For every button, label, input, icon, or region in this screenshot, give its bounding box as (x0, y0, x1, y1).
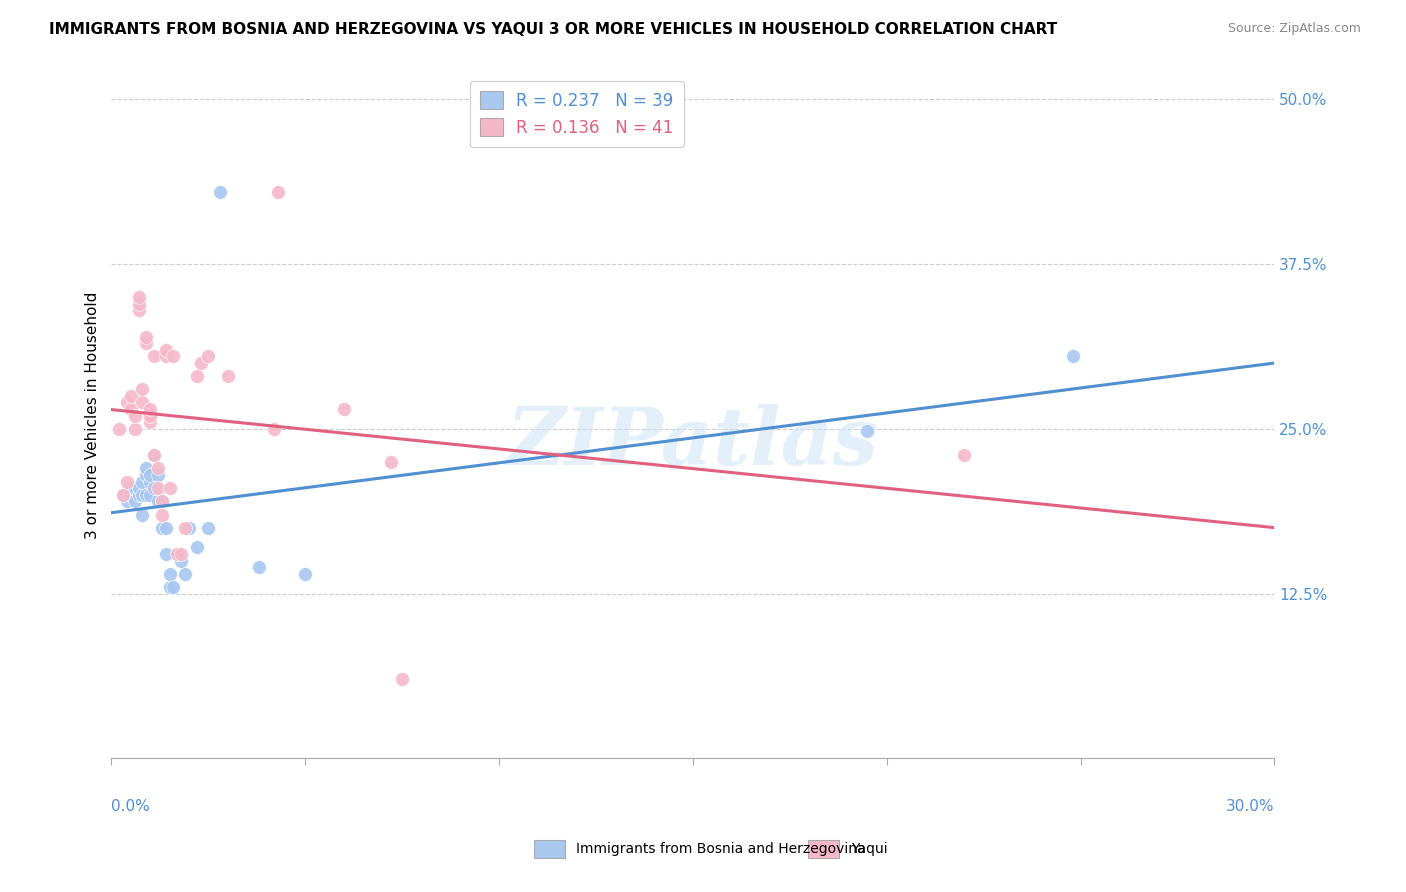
Point (197, 521, 219, 535)
Point (155, 349, 177, 363)
Point (143, 481, 166, 495)
Point (186, 541, 208, 555)
Text: ZIPatlas: ZIPatlas (506, 404, 879, 482)
Point (208, 185, 231, 199)
Point (150, 494, 173, 508)
Point (128, 290, 150, 304)
Point (166, 547, 188, 561)
Point (155, 343, 177, 357)
Point (120, 488, 142, 502)
Point (115, 475, 138, 489)
Point (380, 455, 402, 469)
Point (143, 448, 166, 462)
Point (155, 547, 177, 561)
Point (166, 547, 188, 561)
Point (150, 508, 173, 522)
Text: IMMIGRANTS FROM BOSNIA AND HERZEGOVINA VS YAQUI 3 OR MORE VEHICLES IN HOUSEHOLD : IMMIGRANTS FROM BOSNIA AND HERZEGOVINA V… (49, 22, 1057, 37)
Text: 30.0%: 30.0% (1226, 799, 1274, 814)
Point (135, 461, 157, 475)
Point (135, 488, 157, 502)
Point (294, 566, 316, 581)
Point (856, 425, 879, 439)
Point (146, 461, 169, 475)
Point (146, 467, 169, 482)
Point (139, 488, 162, 502)
Point (146, 494, 169, 508)
Point (139, 415, 162, 429)
Point (139, 402, 162, 417)
Point (146, 481, 169, 495)
Point (263, 422, 285, 436)
Point (135, 329, 157, 343)
Legend: R = 0.237   N = 39, R = 0.136   N = 41: R = 0.237 N = 39, R = 0.136 N = 41 (470, 81, 683, 147)
Point (139, 409, 162, 423)
Point (162, 580, 184, 594)
Point (139, 467, 162, 482)
Point (177, 521, 200, 535)
Point (159, 566, 181, 581)
Point (333, 402, 356, 417)
Point (128, 488, 150, 502)
Point (190, 356, 212, 370)
Text: Yaqui: Yaqui (851, 842, 887, 856)
Point (170, 554, 193, 568)
Point (186, 369, 208, 384)
Point (162, 349, 184, 363)
Text: Source: ZipAtlas.com: Source: ZipAtlas.com (1227, 22, 1361, 36)
Point (115, 395, 138, 409)
Point (391, 673, 413, 687)
Point (159, 481, 181, 495)
Point (197, 349, 219, 363)
Point (155, 521, 177, 535)
Point (1062, 349, 1084, 363)
Point (143, 349, 166, 363)
Point (108, 422, 131, 436)
Point (150, 494, 173, 508)
Point (131, 395, 153, 409)
Point (217, 369, 239, 384)
Point (174, 566, 197, 581)
Text: Immigrants from Bosnia and Herzegovina: Immigrants from Bosnia and Herzegovina (576, 842, 866, 856)
Point (128, 481, 150, 495)
Point (112, 488, 135, 502)
Point (267, 185, 290, 199)
Point (159, 580, 181, 594)
Point (135, 467, 157, 482)
Point (112, 488, 135, 502)
Point (131, 382, 153, 396)
Point (120, 402, 142, 417)
Point (139, 475, 162, 489)
Point (124, 409, 146, 423)
Point (131, 475, 153, 489)
Point (174, 521, 197, 535)
Point (953, 448, 976, 462)
Point (115, 494, 138, 508)
Point (150, 521, 173, 535)
Point (128, 303, 150, 318)
Point (247, 560, 270, 574)
Point (143, 448, 166, 462)
Text: 0.0%: 0.0% (111, 799, 150, 814)
Point (124, 422, 146, 436)
Point (120, 389, 142, 403)
Point (135, 336, 157, 351)
Point (124, 481, 146, 495)
Y-axis label: 3 or more Vehicles in Household: 3 or more Vehicles in Household (86, 292, 100, 540)
Point (124, 494, 146, 508)
Point (131, 508, 153, 522)
Point (131, 488, 153, 502)
Point (128, 296, 150, 310)
Point (120, 481, 142, 495)
Point (170, 547, 193, 561)
